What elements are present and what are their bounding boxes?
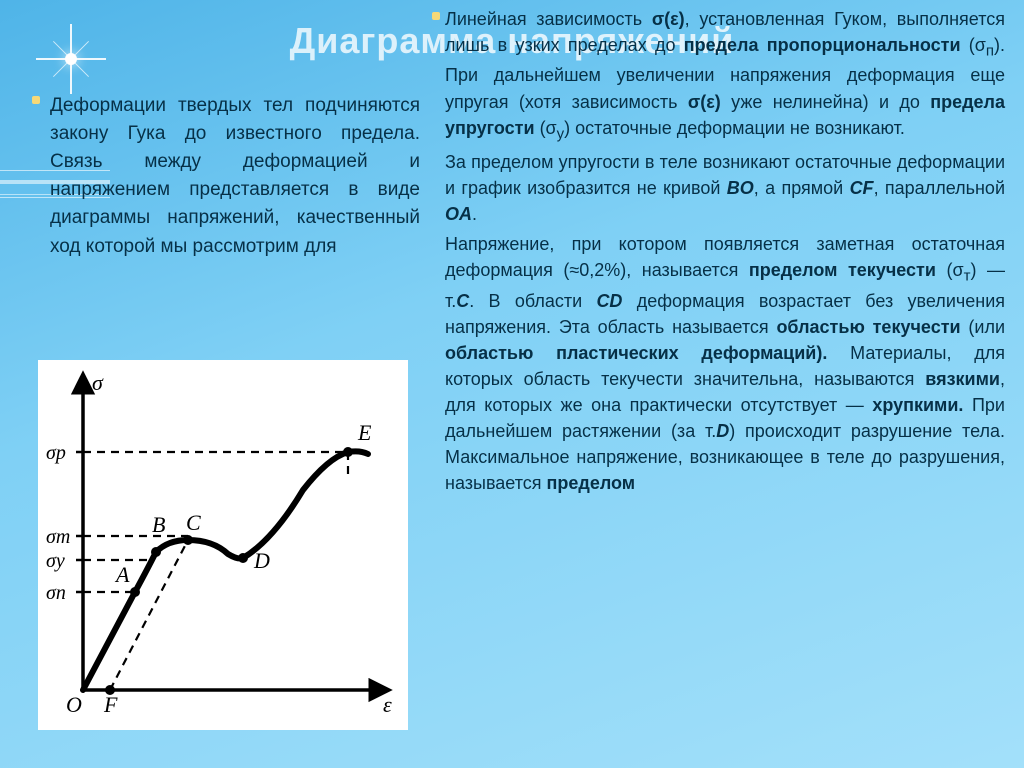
paragraph-3: Напряжение, при котором появляется замет… bbox=[445, 231, 1005, 496]
text-bold: пределом bbox=[547, 473, 636, 493]
text: . bbox=[472, 204, 477, 224]
text: . В области bbox=[469, 291, 596, 311]
point-labels: ABC D E F bbox=[103, 420, 372, 717]
y-tick-label: σт bbox=[46, 526, 70, 548]
y-tick-label: σп bbox=[46, 582, 66, 604]
text-italic: OA bbox=[445, 204, 472, 224]
text: (или bbox=[961, 317, 1005, 337]
text-italic: C bbox=[456, 291, 469, 311]
bullet-icon bbox=[432, 12, 440, 20]
point-D bbox=[238, 553, 248, 563]
text-italic: BO bbox=[727, 178, 754, 198]
text-bold: вязкими bbox=[925, 369, 1000, 389]
curve-points bbox=[105, 447, 353, 695]
point-label-B: B bbox=[152, 512, 165, 537]
y-axis-ticks: σп σуσт σр bbox=[46, 442, 83, 604]
subscript: п bbox=[986, 43, 994, 60]
point-B bbox=[151, 547, 161, 557]
text: (σ bbox=[535, 118, 557, 138]
text: уже нелинейна) и до bbox=[721, 92, 930, 112]
diagram-svg: σп σуσт σр ABC D E F σ ε O bbox=[38, 360, 408, 730]
point-E bbox=[343, 447, 353, 457]
text: Линейная зависимость bbox=[445, 9, 652, 29]
text-italic: D bbox=[716, 421, 729, 441]
text: ) остаточные деформации не возникают. bbox=[564, 118, 905, 138]
text-bold: областью пластических деформаций). bbox=[445, 343, 827, 363]
stress-strain-diagram: σп σуσт σр ABC D E F σ ε O bbox=[38, 360, 408, 730]
point-label-F: F bbox=[103, 692, 118, 717]
y-tick-label: σр bbox=[46, 442, 66, 464]
text-bold: σ(ε) bbox=[688, 92, 721, 112]
text: , параллельной bbox=[874, 178, 1005, 198]
bullet-icon bbox=[32, 96, 40, 104]
y-tick-label: σу bbox=[46, 550, 65, 572]
text: (σ bbox=[961, 35, 986, 55]
point-label-D: D bbox=[253, 548, 270, 573]
text-bold: предела пропорциональности bbox=[684, 35, 961, 55]
right-column-text: Линейная зависимость σ(ε), установленная… bbox=[445, 6, 1005, 500]
y-axis-label: σ bbox=[92, 370, 104, 395]
paragraph-2: За пределом упругости в теле возникают о… bbox=[445, 149, 1005, 227]
text-bold: σ(ε) bbox=[652, 9, 685, 29]
text-bold: хрупкими. bbox=[872, 395, 963, 415]
left-column-text: Деформации твердых тел подчиняются закон… bbox=[50, 92, 420, 261]
text-bold: областью текучести bbox=[776, 317, 960, 337]
point-label-A: A bbox=[114, 562, 130, 587]
paragraph-1: Линейная зависимость σ(ε), установленная… bbox=[445, 6, 1005, 145]
text-italic: CF bbox=[850, 178, 874, 198]
text-bold: пределом текучести bbox=[749, 260, 936, 280]
text: (σ bbox=[936, 260, 964, 280]
x-axis-label: ε bbox=[383, 692, 392, 717]
point-C bbox=[183, 535, 193, 545]
text-italic: CD bbox=[596, 291, 622, 311]
point-A bbox=[130, 587, 140, 597]
text: , а прямой bbox=[754, 178, 850, 198]
point-label-E: E bbox=[357, 420, 372, 445]
origin-label: O bbox=[66, 692, 82, 717]
point-label-C: C bbox=[186, 510, 201, 535]
